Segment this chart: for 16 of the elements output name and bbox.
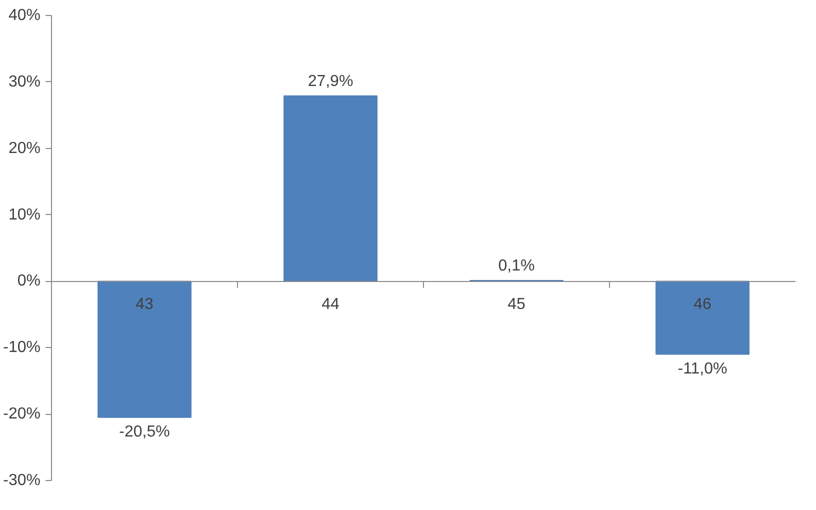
y-tick-label: 40%: [8, 7, 41, 24]
x-tick-label: 46: [694, 296, 712, 314]
x-tick-label: 43: [136, 296, 154, 314]
y-tick-label: -30%: [3, 472, 41, 489]
data-label: 27,9%: [308, 72, 354, 90]
y-tick-label: 30%: [8, 73, 41, 90]
x-tick-label: 44: [322, 296, 340, 314]
y-tick-label: 20%: [8, 140, 41, 157]
y-tick-label: -10%: [3, 339, 41, 356]
data-label: 0,1%: [498, 258, 535, 275]
y-tick-label: -20%: [3, 406, 41, 423]
y-tick-label: 10%: [8, 206, 41, 224]
data-label: -11,0%: [678, 360, 728, 378]
y-tick-label: 0%: [17, 272, 40, 290]
x-tick-label: 45: [508, 296, 526, 314]
data-label: -20,5%: [119, 423, 170, 440]
